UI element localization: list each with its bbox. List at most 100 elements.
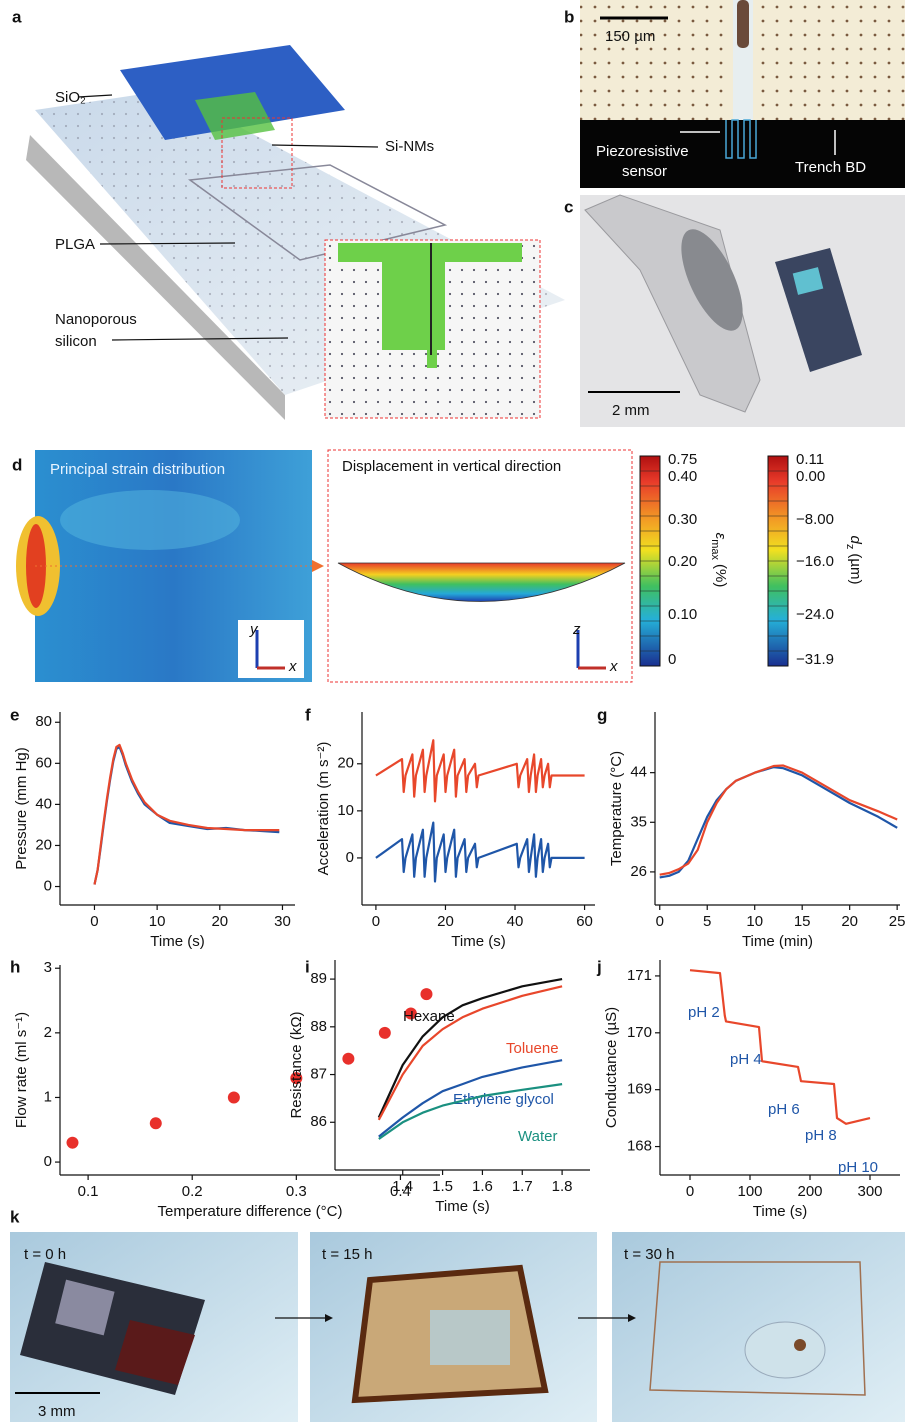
series-label: Ethylene glycol xyxy=(453,1091,554,1108)
y-axis-label: Flow rate (ml s⁻¹) xyxy=(13,1012,30,1128)
data-line xyxy=(93,743,280,885)
subscript: max xyxy=(709,539,721,560)
y-tick-label: 170 xyxy=(627,1024,652,1041)
point xyxy=(290,1072,303,1085)
device-sensor xyxy=(792,267,824,295)
y-tick-label: 0 xyxy=(346,849,354,866)
data-line xyxy=(375,739,585,803)
panel-letter: j xyxy=(596,957,602,976)
point xyxy=(342,1052,355,1065)
label: Piezoresistive xyxy=(596,143,689,160)
panel-c: 2 mm c xyxy=(564,194,905,427)
colorbar-tick-label: 0.10 xyxy=(668,606,697,623)
x-tick-label: 15 xyxy=(794,913,811,930)
si-nms xyxy=(195,92,275,140)
panel-letter: h xyxy=(10,957,20,976)
y-axis-label: Conductance (µS) xyxy=(603,1007,620,1128)
device-window xyxy=(430,1310,510,1365)
colorbar-tick-label: −31.9 xyxy=(796,651,834,668)
x-tick-label: 0 xyxy=(686,1183,694,1200)
axis-glyph: x xyxy=(609,658,618,675)
x-tick-label: 60 xyxy=(576,913,593,930)
sensor xyxy=(725,119,757,159)
device-pattern xyxy=(55,1279,115,1336)
symbol: ε xyxy=(712,533,729,540)
panel-letter: e xyxy=(10,705,19,724)
y-tick-label: 1 xyxy=(44,1088,52,1105)
y-tick-label: 20 xyxy=(337,755,354,772)
y-axis-label: Pressure (mm Hg) xyxy=(13,747,30,870)
point xyxy=(227,1091,240,1104)
arrow xyxy=(271,144,379,148)
colorbar-tick-label: 0.00 xyxy=(796,468,825,485)
data-line xyxy=(377,985,563,1121)
panel-letter: b xyxy=(564,7,574,26)
device-window xyxy=(115,1320,195,1385)
scale-label: 150 µm xyxy=(605,28,655,45)
label: SiO₂ xyxy=(55,89,86,106)
colorbar-tick-label: 0.75 xyxy=(668,451,697,468)
data-line xyxy=(659,766,898,879)
residue xyxy=(794,1339,806,1351)
unit: (µm) xyxy=(847,553,864,584)
y-tick-label: 2 xyxy=(44,1024,52,1041)
y-tick-label: 168 xyxy=(627,1138,652,1155)
axis-glyph: z xyxy=(572,621,581,638)
x-tick-label: 20 xyxy=(211,913,228,930)
x-axis-label: Time (s) xyxy=(435,1198,489,1215)
y-tick-label: 86 xyxy=(310,1113,327,1130)
colorbar-label: εmax (%) xyxy=(709,533,729,588)
y-tick-label: 35 xyxy=(630,813,647,830)
chart: f 0 20 40 60 0 10 20 Time (s) Acceleration (m s⁻²… xyxy=(305,705,595,950)
x-tick-label: 0 xyxy=(372,913,380,930)
x-axis-label: Time (min) xyxy=(742,933,813,950)
x-tick-label: 30 xyxy=(274,913,291,930)
symbol: d xyxy=(847,536,864,545)
x-axis-label: Temperature difference (°C) xyxy=(158,1203,343,1220)
label: Trench BD xyxy=(795,159,866,176)
chart: h 0.1 0.2 0.3 0.4 0 1 2 3 Temperature difference … xyxy=(10,957,440,1220)
data-line xyxy=(689,969,871,1125)
scale-label: 2 mm xyxy=(612,402,650,419)
panel-b: 150 µm Piezoresistive sensor Trench BD b xyxy=(564,0,905,188)
label: Si-NMs xyxy=(385,138,434,155)
y-axis-label: Resistance (kΩ) xyxy=(288,1011,305,1118)
slab-side xyxy=(26,135,285,420)
needle-bevel xyxy=(681,229,743,331)
arrow-head xyxy=(325,1314,333,1322)
x-tick-label: 1.8 xyxy=(552,1178,573,1195)
data-line xyxy=(378,1059,563,1138)
time-label: t = 0 h xyxy=(24,1246,66,1263)
data-line xyxy=(378,1083,563,1140)
y-axis-label: Acceleration (m s⁻²) xyxy=(315,742,332,876)
series-label: Water xyxy=(518,1128,557,1145)
colorbar-tick-label: −8.00 xyxy=(796,511,834,528)
panel-letter: c xyxy=(564,197,573,216)
x-tick-label: 20 xyxy=(841,913,858,930)
label: Nanoporous xyxy=(55,311,137,328)
x-tick-label: 0.4 xyxy=(390,1183,411,1200)
y-tick-label: 171 xyxy=(627,967,652,984)
feature xyxy=(737,0,749,48)
x-tick-label: 20 xyxy=(437,913,454,930)
x-tick-label: 0.2 xyxy=(182,1183,203,1200)
point xyxy=(66,1136,79,1149)
data-line xyxy=(375,821,585,883)
colorbar-tick-label: 0.11 xyxy=(796,451,824,468)
chart: j 0 100 200 300 168 169 170 171 Time (s) Conductan… xyxy=(596,957,900,1220)
y-tick-label: 89 xyxy=(310,970,327,987)
time-label: t = 15 h xyxy=(322,1246,372,1263)
time-label: t = 30 h xyxy=(624,1246,674,1263)
y-tick-label: 0 xyxy=(44,1153,52,1170)
y-tick-label: 80 xyxy=(35,713,52,730)
panel-letter: k xyxy=(10,1207,20,1226)
x-tick-label: 300 xyxy=(857,1183,882,1200)
micrograph-dark xyxy=(580,120,905,188)
x-axis-label: Time (s) xyxy=(150,933,204,950)
panel-k: t = 0 h t = 15 h t = 30 h 3 mm k xyxy=(10,1207,905,1422)
sio2-layer xyxy=(120,45,345,140)
panel-d: y x Principal strain distribution z x Di… xyxy=(12,449,864,683)
annotation: pH 2 xyxy=(688,1004,720,1021)
panel-letter: a xyxy=(12,7,22,26)
x-tick-label: 1.6 xyxy=(472,1178,493,1195)
